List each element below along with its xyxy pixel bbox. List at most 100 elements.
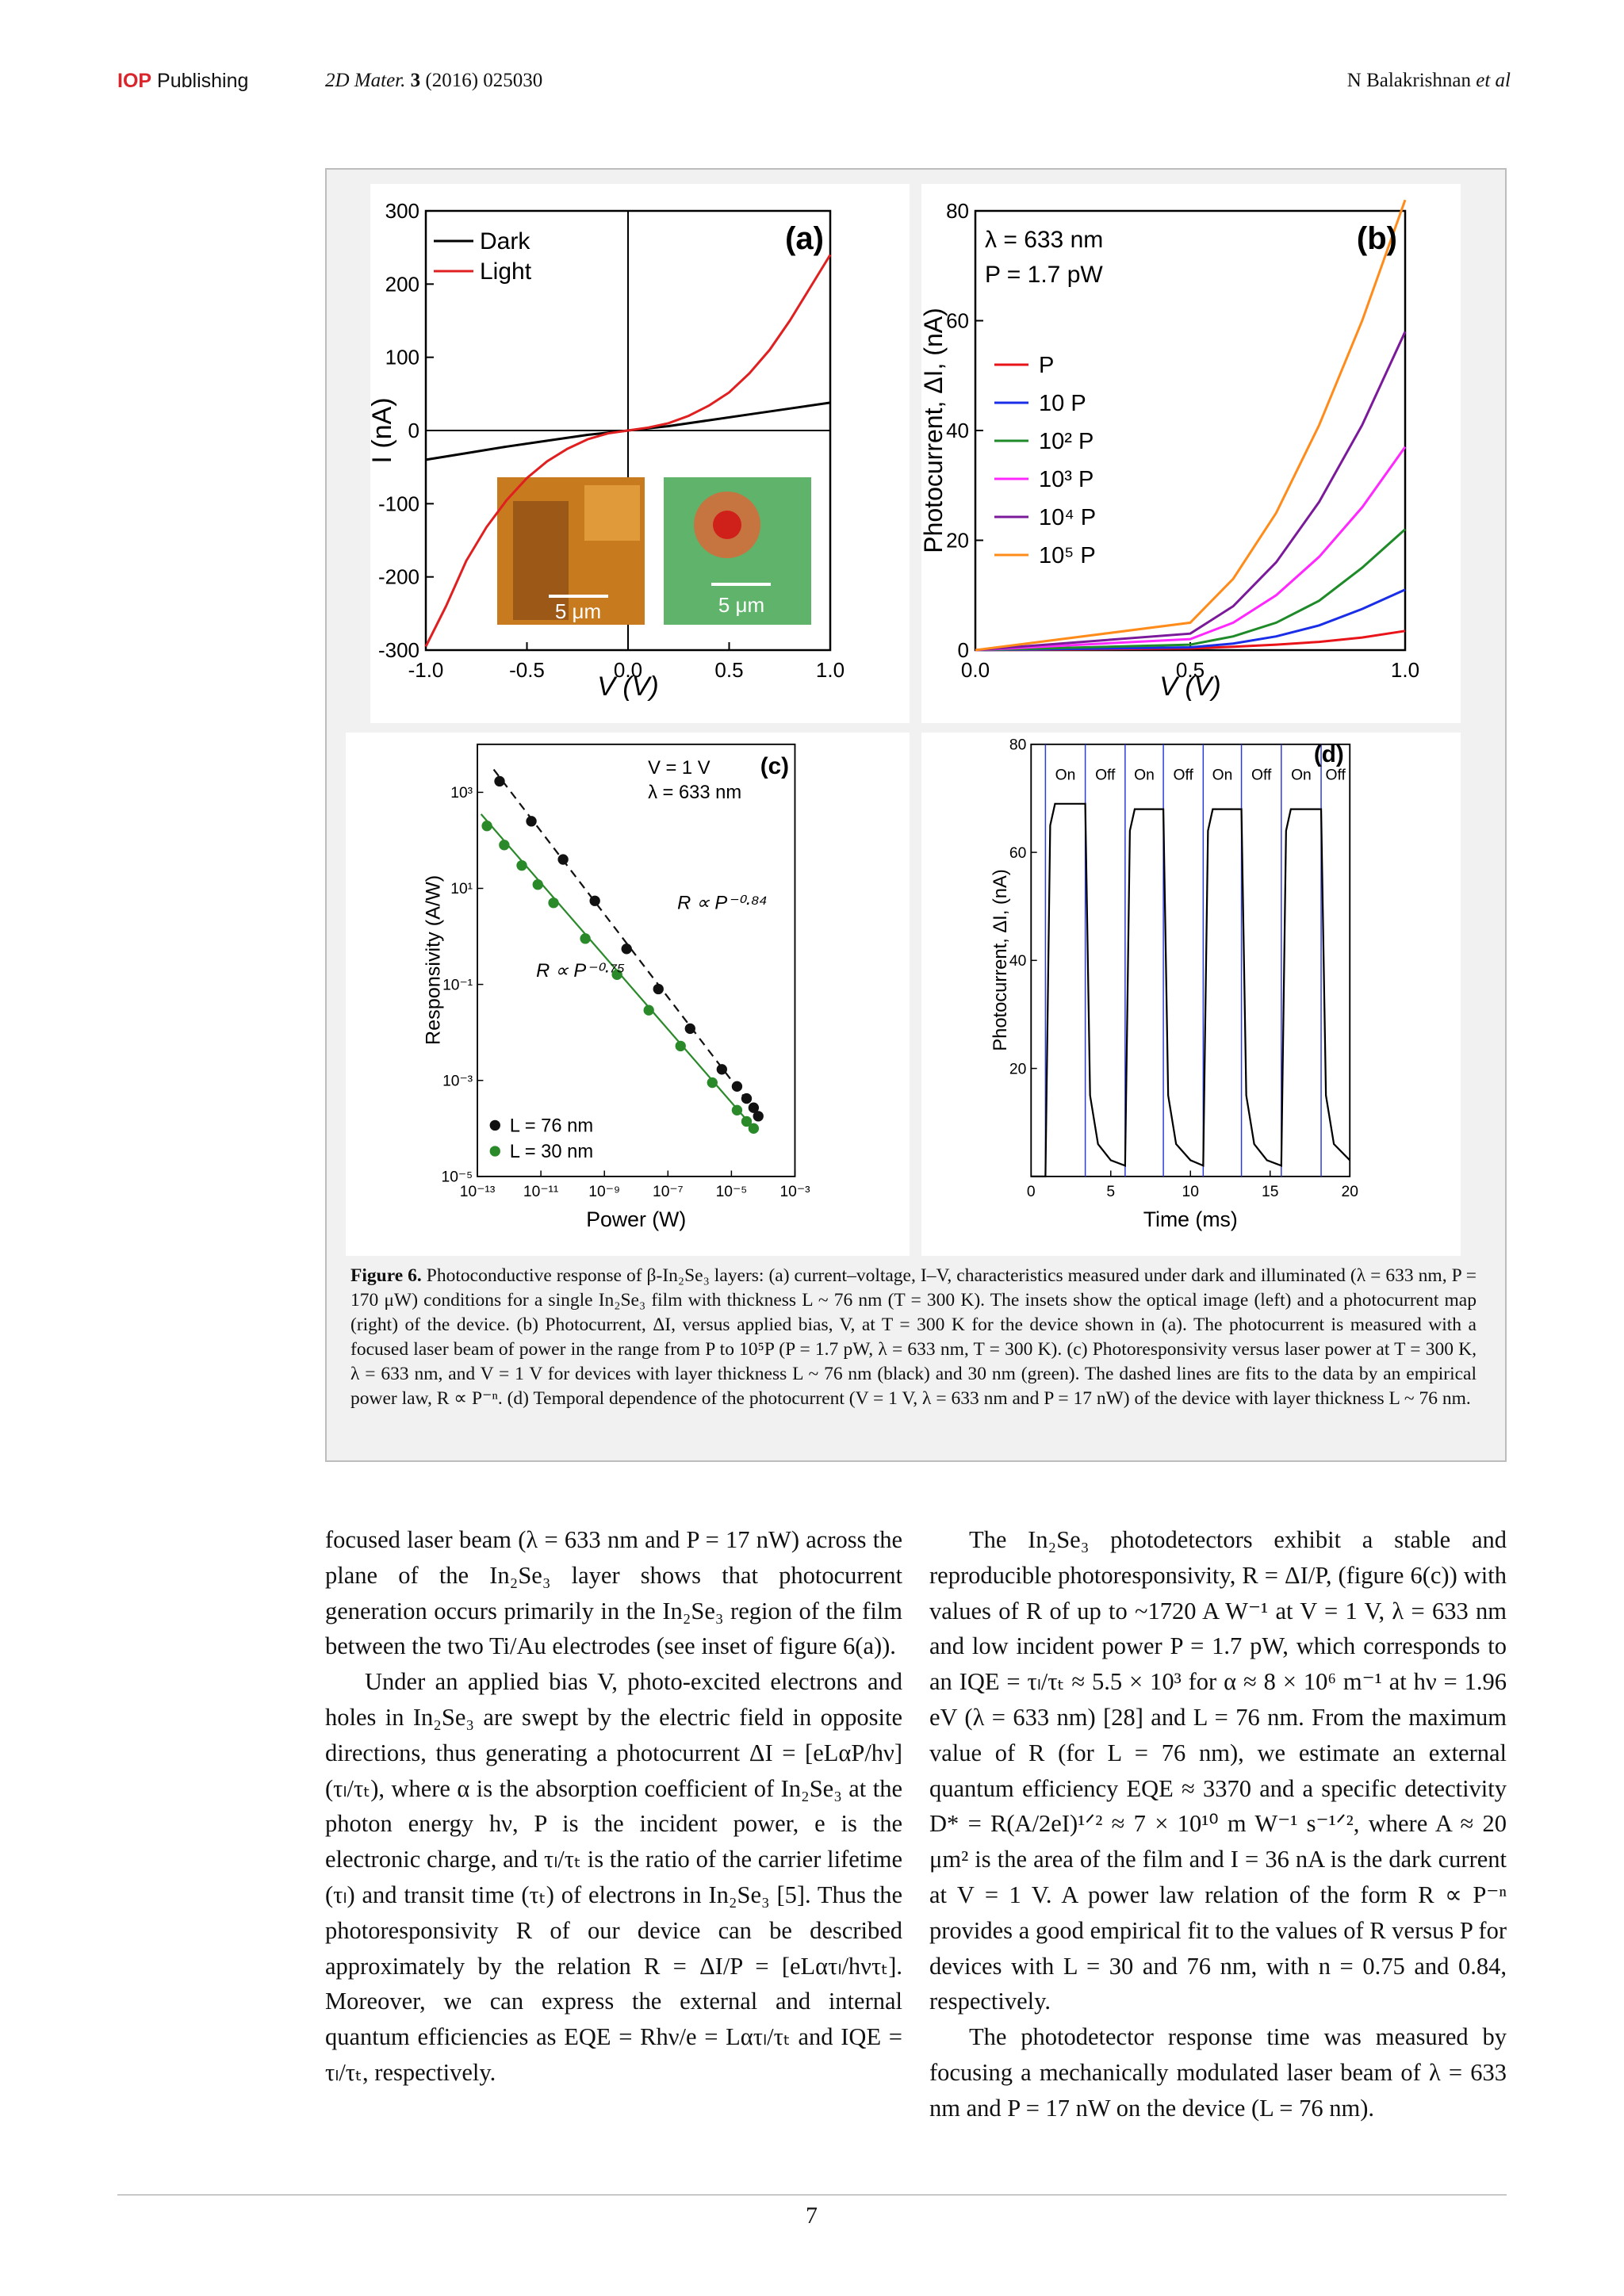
fit-line — [492, 768, 762, 1120]
publisher-brand: IOP Publishing — [117, 70, 249, 92]
state-label: On — [1291, 767, 1312, 783]
series-line — [424, 254, 832, 648]
x-tick-label: 10⁻⁵ — [716, 1184, 748, 1200]
plot-frame — [1030, 743, 1351, 1177]
legend-swatch — [489, 1146, 500, 1157]
data-point — [643, 1004, 654, 1016]
data-point — [707, 1077, 718, 1089]
annotation: R ∝ P⁻⁰·⁸⁴ — [677, 893, 768, 913]
data-point — [675, 1040, 686, 1052]
data-point — [516, 859, 527, 871]
x-tick-label: 10⁻³ — [779, 1184, 810, 1200]
y-axis-label: Photocurrent, ΔI, (nA) — [990, 869, 1011, 1050]
y-tick-label: 10⁻¹ — [442, 977, 473, 993]
y-tick-label: -300 — [378, 638, 419, 662]
series-line — [975, 199, 1407, 652]
chart-panel-c: 10⁻¹³ 10⁻¹¹ 10⁻⁹ 10⁻⁷ 10⁻⁵ 10⁻³ 10³ 10¹ 10⁻¹ 10⁻³… — [346, 733, 910, 1256]
x-tick-label: 10⁻⁹ — [588, 1184, 620, 1200]
y-tick-label: 10³ — [450, 785, 473, 802]
x-axis-label: Power (W) — [586, 1207, 686, 1231]
figure-caption: Figure 6. Photoconductive response of β-… — [350, 1265, 1477, 1409]
data-point — [481, 821, 492, 832]
y-tick-label: 80 — [1009, 737, 1026, 754]
data-point — [494, 775, 505, 787]
plot-frame — [477, 743, 796, 1177]
chart-panel-a: -1.0 -0.5 0.0 0.5 1.0 300 200 100 0 -100 -200 -300 5… — [370, 184, 910, 723]
chart-panel-b: 0.0 0.5 1.0 80 60 40 20 0 λ = 633 nm P = 1.7 pW P 1… — [921, 184, 1461, 723]
data-point — [731, 1081, 743, 1093]
data-point — [621, 943, 632, 955]
annotation: P = 1.7 pW — [985, 262, 1103, 288]
y-tick-label: 200 — [385, 272, 419, 296]
data-point — [748, 1123, 760, 1134]
x-axis-label: V (V) — [1159, 672, 1220, 702]
x-tick-label: 0.0 — [614, 658, 642, 682]
x-tick-label: 10⁻¹¹ — [523, 1184, 558, 1200]
legend-swatch — [489, 1119, 500, 1131]
data-point — [580, 933, 591, 944]
x-tick-label: 0.0 — [961, 658, 990, 682]
x-tick-label: 1.0 — [1391, 658, 1419, 682]
data-point — [548, 897, 559, 909]
y-tick-label: 40 — [946, 419, 969, 442]
legend-label: 10² P — [1039, 429, 1094, 454]
inset-optical-shadow — [513, 501, 569, 620]
data-point — [684, 1023, 695, 1035]
x-tick-label: 5 — [1106, 1184, 1115, 1200]
data-point — [753, 1111, 764, 1122]
x-tick-label: 0.5 — [1176, 658, 1205, 682]
legend-label: 10⁵ P — [1039, 543, 1096, 568]
y-tick-label: 0 — [958, 638, 969, 662]
data-point — [716, 1064, 728, 1075]
annotation: λ = 633 nm — [648, 783, 741, 803]
x-tick-label: 10 — [1182, 1184, 1199, 1200]
y-tick-label: 80 — [946, 199, 969, 223]
data-point — [589, 895, 600, 906]
data-point — [557, 854, 569, 865]
x-tick-label: 10⁻¹³ — [460, 1184, 496, 1200]
data-point — [611, 969, 622, 980]
series-line — [975, 528, 1407, 652]
y-axis-label: Responsivity (A/W) — [423, 875, 445, 1045]
running-author: N Balakrishnan et al — [1346, 70, 1511, 91]
x-tick-label: 0 — [1027, 1184, 1036, 1200]
series-line — [975, 588, 1406, 652]
journal-citation: 2D Mater. 3 (2016) 025030 — [325, 70, 543, 91]
scale-label: 5 μm — [718, 593, 764, 617]
x-tick-label: 15 — [1262, 1184, 1278, 1200]
y-tick-label: 20 — [946, 529, 969, 553]
annotation: V = 1 V — [648, 758, 710, 779]
data-point — [741, 1093, 753, 1104]
series-line — [1031, 802, 1351, 1177]
state-label: On — [1134, 767, 1155, 783]
panel-label: (b) — [1357, 221, 1397, 256]
x-tick-label: 10⁻⁷ — [653, 1184, 684, 1200]
y-tick-label: 60 — [946, 309, 969, 333]
figure-6: -1.0 -0.5 0.0 0.5 1.0 300 200 100 0 -100 -200 -300 5… — [325, 168, 1507, 1462]
legend-label: L = 30 nm — [510, 1142, 593, 1162]
panel-label: (c) — [760, 753, 789, 779]
data-point — [532, 879, 543, 890]
data-point — [731, 1104, 743, 1115]
panel-label: (d) — [1314, 741, 1344, 767]
x-tick-label: -0.5 — [509, 658, 545, 682]
legend-label: 10 P — [1039, 391, 1086, 416]
series-line — [975, 331, 1407, 652]
body-column-left: focused laser beam (λ = 633 nm and P = 1… — [325, 1522, 902, 2091]
x-tick-label: 1.0 — [816, 658, 845, 682]
series-line — [975, 446, 1407, 652]
state-label: On — [1055, 767, 1076, 783]
panel-label: (a) — [785, 221, 824, 256]
y-tick-label: 20 — [1009, 1061, 1026, 1077]
data-point — [741, 1115, 753, 1127]
x-tick-label: 0.5 — [714, 658, 743, 682]
data-point — [499, 840, 510, 851]
annotation: R ∝ P⁻⁰·⁷⁵ — [536, 961, 625, 982]
state-label: Off — [1095, 767, 1116, 783]
y-tick-label: 100 — [385, 346, 419, 369]
state-label: On — [1212, 767, 1233, 783]
data-point — [748, 1102, 760, 1113]
y-tick-label: 40 — [1009, 953, 1026, 970]
legend-label: L = 76 nm — [510, 1116, 593, 1137]
y-tick-label: -100 — [378, 492, 419, 515]
